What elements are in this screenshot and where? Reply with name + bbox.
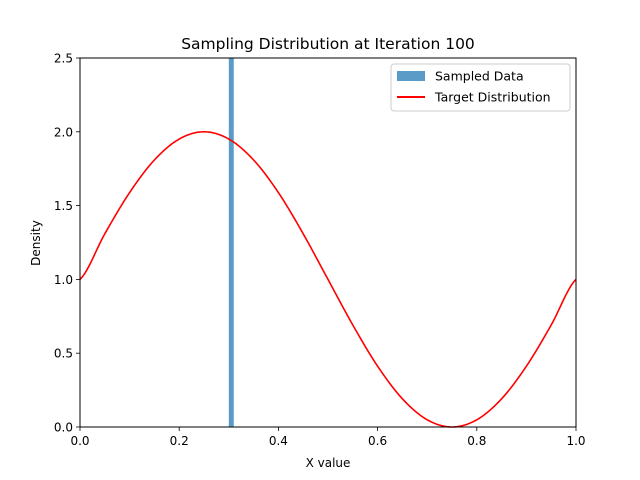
x-tick-label: 0.4	[269, 434, 288, 448]
legend-frame	[390, 63, 571, 112]
x-tick-label: 1.0	[566, 434, 585, 448]
y-tick-label: 2.0	[54, 125, 73, 139]
x-tick-label: 0.6	[368, 434, 387, 448]
plot-frame	[79, 57, 577, 428]
bar	[228, 58, 234, 427]
x-tick-label: 0.8	[467, 434, 486, 448]
x-axis-label: X value	[306, 456, 351, 470]
x-tick-label: 0.0	[70, 434, 89, 448]
y-tick-label: 1.0	[54, 273, 73, 287]
chart-title: Sampling Distribution at Iteration 100	[181, 35, 475, 53]
y-tick-label: 2.5	[54, 52, 73, 66]
series-line-target-distribution	[79, 130, 577, 428]
x-axis: 0.0 0.2 0.4 0.6 0.8 1.0	[70, 427, 586, 448]
legend-label-sampled-data: Sampled Data	[435, 69, 524, 84]
legend-swatch-sampled-data	[397, 71, 425, 81]
bars-layer	[228, 58, 234, 427]
y-tick-label: 1.5	[54, 199, 73, 213]
y-tick-label: 0.0	[54, 421, 73, 435]
y-axis-label: Density	[29, 220, 43, 266]
lines-layer	[79, 130, 577, 428]
legend-label-target-distribution: Target Distribution	[434, 90, 551, 105]
x-tick-label: 0.2	[170, 434, 189, 448]
y-tick-label: 0.5	[54, 347, 73, 361]
legend: Sampled Data Target Distribution	[390, 63, 571, 112]
y-axis: 0.0 0.5 1.0 1.5 2.0 2.5	[54, 52, 80, 435]
